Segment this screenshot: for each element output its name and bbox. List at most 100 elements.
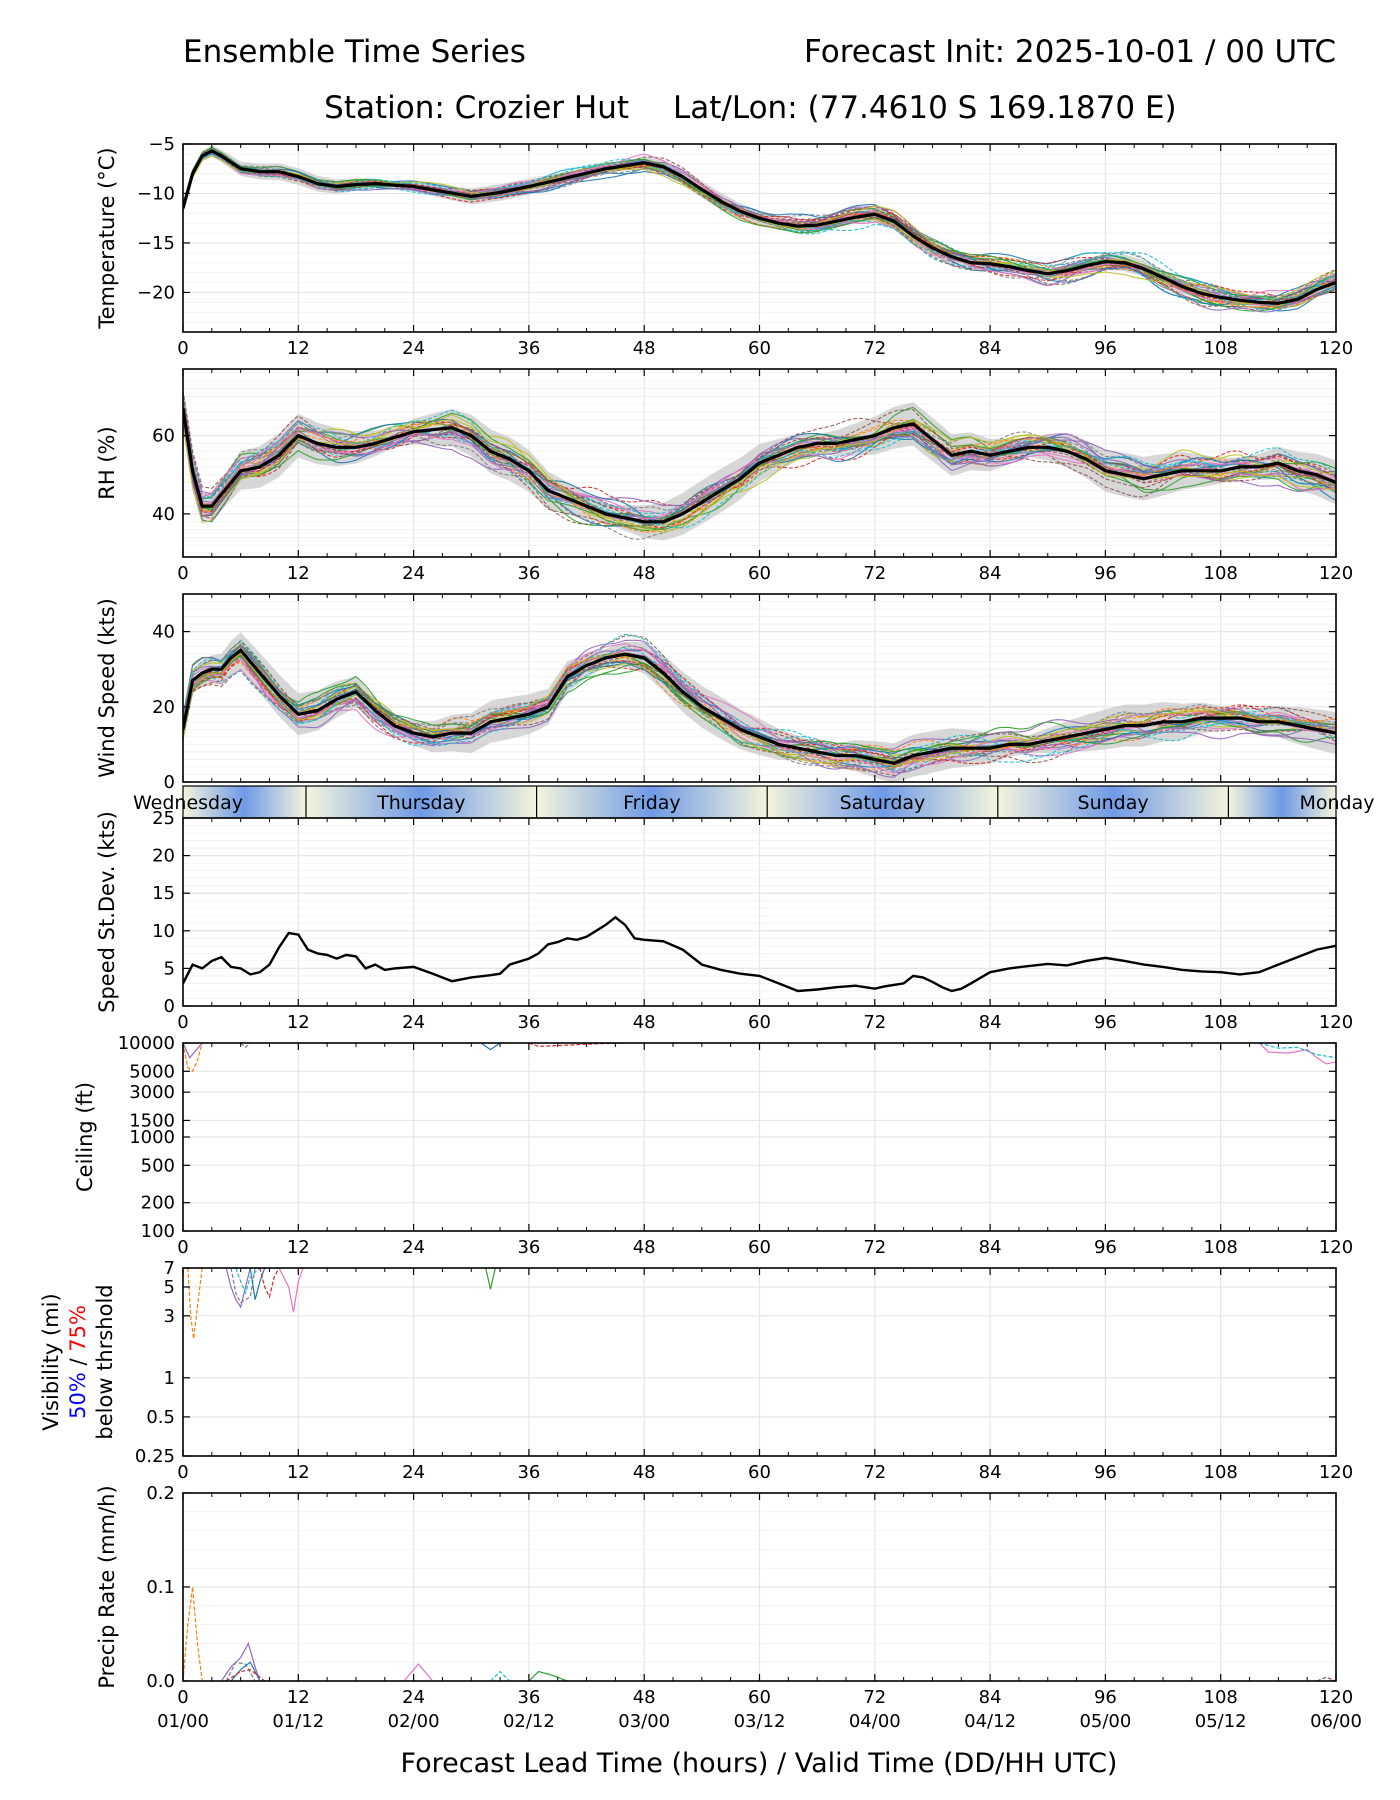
x-ticks: 0 12 24 36 48 60 72 84 96 108 120 <box>177 1268 1353 1483</box>
x-tick-label: 0 <box>177 1462 188 1483</box>
x-tick-label: 48 <box>633 563 656 584</box>
x-tick-label: 24 <box>402 338 425 359</box>
x-tick-label: 84 <box>979 338 1002 359</box>
y-tick-label: 20 <box>152 846 175 867</box>
x-tick-label: 12 <box>287 1237 310 1258</box>
day-label-thursday: Thursday <box>376 792 465 814</box>
member-trace <box>183 1043 203 1059</box>
panel-precip: 0 01/00 12 01/12 24 02/00 36 02/12 48 03/00 60 03/1… <box>95 1483 1362 1732</box>
x-ticks: 0 12 24 36 48 60 72 84 96 108 120 <box>177 818 1353 1033</box>
valid-time-label: 05/12 <box>1195 1711 1247 1732</box>
x-tick-label: 12 <box>287 1012 310 1033</box>
grid <box>182 817 1337 1007</box>
day-band: Wednesday Thursday Friday Saturday Sunday Mon… <box>133 785 1375 819</box>
x-tick-label: 108 <box>1204 1462 1238 1483</box>
y-tick-label: 1500 <box>129 1110 175 1131</box>
member-trace <box>187 1268 203 1339</box>
x-tick-label: 0 <box>177 338 188 359</box>
y-tick-label: 0 <box>164 772 175 793</box>
y-axis-label: Speed St.Dev. (kts) <box>95 811 119 1013</box>
y-ticks: 0 20 40 <box>152 622 1336 793</box>
x-tick-label: 60 <box>748 338 771 359</box>
x-ticks: 0 12 24 36 48 60 72 84 96 108 120 <box>177 369 1353 584</box>
x-tick-label: 36 <box>517 563 540 584</box>
panel-ceiling: 0 12 24 36 48 60 72 84 96 108 120 100 200 500 10001500… <box>73 1033 1353 1258</box>
y-tick-label: −20 <box>137 282 175 303</box>
y-tick-label: 40 <box>152 504 175 525</box>
member-trace <box>183 1586 203 1681</box>
y-axis-label: RH (%) <box>95 426 119 499</box>
x-tick-label: 72 <box>863 1462 886 1483</box>
member-trace <box>240 1043 251 1049</box>
x-tick-label: 84 <box>979 1462 1002 1483</box>
x-tick-label: 36 <box>517 1012 540 1033</box>
vis-50-label: 50% <box>66 1372 90 1419</box>
valid-time-label: 01/00 <box>157 1711 209 1732</box>
y-tick-label: 0.0 <box>146 1671 175 1692</box>
panel-rh: 0 12 24 36 48 60 72 84 96 108 120 40 60 RH (%) <box>95 368 1353 584</box>
x-ticks: 0 12 24 36 48 60 72 84 96 108 120 <box>177 1043 1353 1258</box>
member-trace <box>528 1670 568 1681</box>
member-trace <box>1258 1043 1336 1059</box>
x-tick-label: 72 <box>863 338 886 359</box>
panel-temperature: 0 12 24 36 48 60 72 84 96 108 120 −5 −10 −15 −20 Temper… <box>95 134 1353 359</box>
plot-area <box>183 632 1336 782</box>
ensemble-member-line <box>183 149 1336 300</box>
x-tick-label: 96 <box>1094 1462 1117 1483</box>
y-ticks: 0 5 10 15 20 25 <box>152 808 1336 1017</box>
member-trace <box>225 1268 251 1309</box>
grid <box>182 1267 1337 1457</box>
latlon-label: Lat/Lon: (77.4610 S 169.1870 E) <box>673 90 1177 126</box>
ensemble-member-line <box>183 403 1336 511</box>
x-tick-label: 12 <box>287 1687 310 1708</box>
member-trace <box>480 1043 501 1051</box>
member-trace <box>225 1661 256 1681</box>
x-tick-label: 24 <box>402 1237 425 1258</box>
ensemble-member-line <box>183 652 1336 760</box>
day-label-friday: Friday <box>623 792 681 814</box>
x-tick-label: 84 <box>979 563 1002 584</box>
x-tick-label: 96 <box>1094 563 1117 584</box>
x-tick-label: 0 <box>177 1012 188 1033</box>
y-tick-label: 1 <box>164 1368 175 1389</box>
member-trace <box>225 1669 266 1681</box>
y-tick-label: 3 <box>164 1306 175 1327</box>
x-tick-label: 24 <box>402 1687 425 1708</box>
day-cell-monday <box>1228 786 1336 818</box>
x-tick-label: 96 <box>1094 1687 1117 1708</box>
x-tick-label: 60 <box>748 563 771 584</box>
member-trace <box>278 1268 304 1313</box>
x-ticks <box>182 594 1337 782</box>
ensemble-member-line <box>183 421 1336 527</box>
y-axis-label: Temperature (°C) <box>95 147 119 329</box>
valid-time-label: 06/00 <box>1310 1711 1362 1732</box>
ensemble-member-line <box>183 647 1336 763</box>
member-trace <box>235 1268 261 1295</box>
valid-time-label: 03/00 <box>618 1711 670 1732</box>
y-ticks: 0.0 0.1 0.2 <box>146 1483 1336 1692</box>
x-tick-label: 120 <box>1319 563 1353 584</box>
x-tick-label: 12 <box>287 1462 310 1483</box>
day-label-wednesday: Wednesday <box>133 792 243 814</box>
title-right: Forecast Init: 2025-10-01 / 00 UTC <box>804 34 1336 70</box>
y-tick-label: 1000 <box>129 1127 175 1148</box>
x-tick-label: 0 <box>177 1687 188 1708</box>
ensemble-mean-line <box>183 407 1336 524</box>
valid-time-label: 02/12 <box>503 1711 555 1732</box>
stdev-line <box>183 915 1336 993</box>
x-tick-label: 72 <box>863 1687 886 1708</box>
plot-area <box>187 1268 496 1339</box>
ensemble-member-line <box>183 408 1336 526</box>
title-left: Ensemble Time Series <box>183 34 526 70</box>
station-label: Station: Crozier Hut <box>324 90 629 126</box>
day-cell-thursday <box>305 786 537 818</box>
x-tick-label: 48 <box>633 1687 656 1708</box>
y-tick-label: 0.5 <box>146 1407 175 1428</box>
y-tick-label: −5 <box>148 134 175 155</box>
day-label-sunday: Sunday <box>1078 792 1149 814</box>
y-tick-label: 100 <box>141 1221 175 1242</box>
y-ticks: 0.25 0.5 1 3 57 <box>135 1258 1336 1467</box>
day-cell-saturday <box>767 786 998 818</box>
